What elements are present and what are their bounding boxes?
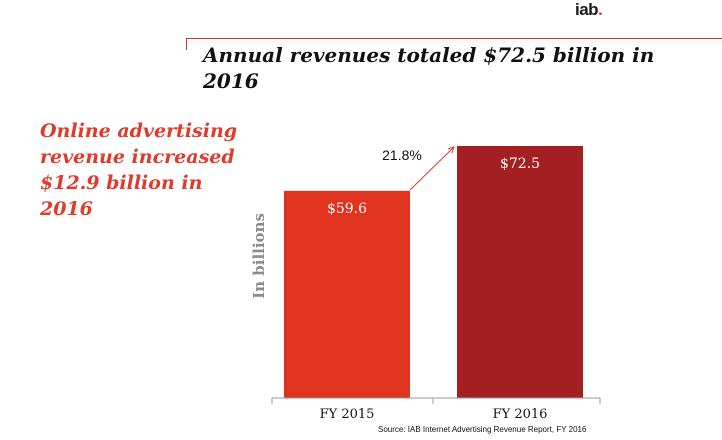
logo-dot: .: [598, 0, 603, 19]
logo-text: iab: [575, 0, 599, 19]
source-note: Source: IAB Internet Advertising Revenue…: [378, 425, 587, 434]
slide-title: Annual revenues totaled $72.5 billion in…: [203, 43, 655, 93]
title-rule-vertical: [186, 38, 187, 50]
iab-logo: iab.: [575, 0, 603, 20]
bar-value-label: $72.5: [500, 156, 540, 172]
title-rule-horizontal: [186, 38, 722, 39]
y-axis-label: In billions: [250, 213, 268, 299]
bar-fy-2015: [284, 190, 410, 398]
bar-value-label: $59.6: [327, 201, 367, 217]
x-tick-label: FY 2016: [493, 407, 548, 422]
growth-arrow: [409, 147, 454, 191]
growth-annotation: 21.8%: [382, 147, 422, 163]
x-tick-label: FY 2015: [320, 407, 375, 422]
side-callout: Online advertising revenue increased $12…: [40, 120, 238, 220]
bar-fy-2016: [457, 146, 583, 398]
